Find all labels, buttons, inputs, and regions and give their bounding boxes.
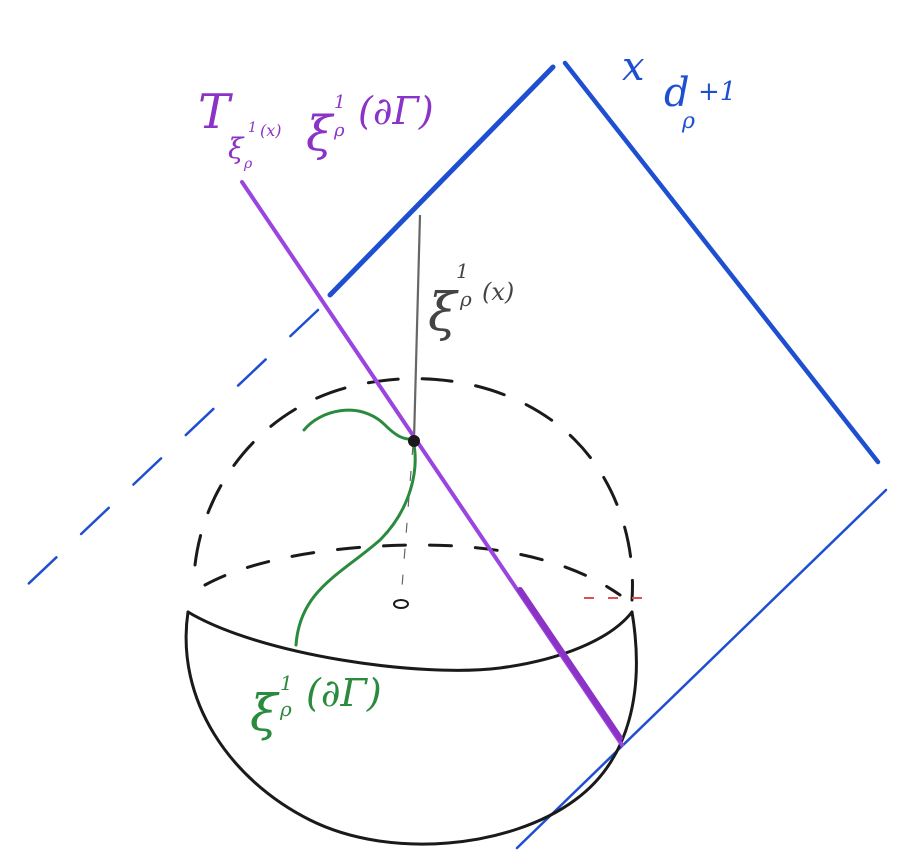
point-xi-x bbox=[408, 435, 420, 447]
tangent-label: T ξ 1 ρ (x) ξ 1 ρ (∂Γ) bbox=[198, 84, 434, 172]
tangent-label-arg: (∂Γ) bbox=[358, 89, 434, 133]
point-label-xi-rho: ρ bbox=[459, 287, 472, 311]
hyperplane-label-d-sup: +1 bbox=[698, 77, 736, 107]
hyperplane bbox=[4, 60, 888, 850]
point-label: ξ 1 ρ (x) bbox=[428, 259, 514, 343]
green-curve bbox=[294, 408, 417, 647]
equator-front bbox=[186, 610, 634, 672]
hyperplane-label-d-sub: ρ bbox=[681, 109, 695, 134]
point-label-arg: (x) bbox=[482, 278, 514, 306]
tangent-label-xi-sup: 1 bbox=[334, 92, 345, 113]
sphere-front-hemisphere bbox=[184, 610, 638, 846]
tangent-label-sub-rho: ρ bbox=[243, 156, 253, 172]
plane-dashed-left-edge bbox=[4, 308, 320, 607]
point-label-xi: ξ bbox=[428, 283, 459, 343]
hyperplane-label-d: d bbox=[664, 70, 690, 116]
plane-bottom-right-edge bbox=[515, 488, 888, 850]
sphere-back-dashed bbox=[193, 377, 634, 602]
tangent-line-bold-bottom bbox=[517, 587, 623, 741]
tangent-label-T: T bbox=[198, 84, 233, 140]
hyperplane-label: x d ρ +1 bbox=[622, 44, 736, 134]
curve-label-xi-rho: ρ bbox=[279, 697, 292, 721]
tangent-label-sub-sup: 1 bbox=[248, 120, 257, 136]
tangent-label-sub-arg: (x) bbox=[260, 121, 282, 140]
tangent-label-xi: ξ bbox=[306, 106, 335, 162]
normal-line bbox=[400, 214, 422, 601]
sphere-center bbox=[393, 599, 409, 609]
curve-label: ξ 1 ρ (∂Γ) bbox=[250, 671, 382, 742]
plane-top-right-edge bbox=[562, 60, 881, 465]
curve-label-xi: ξ bbox=[250, 684, 280, 742]
hyperplane-label-x: x bbox=[622, 44, 645, 90]
plane-top-left-edge bbox=[327, 64, 556, 298]
curve-label-xi-sup: 1 bbox=[280, 671, 293, 695]
sphere bbox=[184, 377, 638, 846]
tangent-label-xi-rho: ρ bbox=[333, 120, 345, 141]
tangent-label-sub-xi: ξ bbox=[228, 132, 245, 165]
curve-label-arg: (∂Γ) bbox=[306, 671, 382, 715]
point-label-xi-sup: 1 bbox=[456, 259, 469, 283]
equator-back-dashed bbox=[203, 543, 622, 597]
